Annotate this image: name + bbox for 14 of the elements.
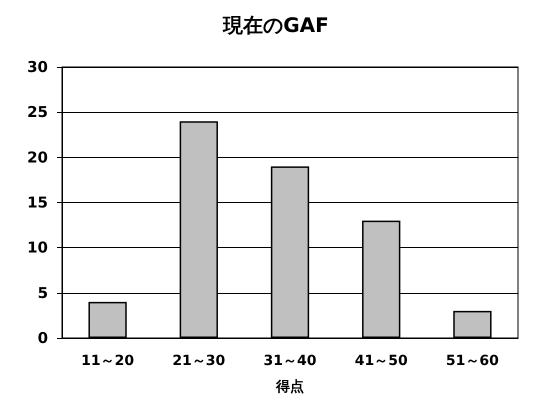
x-tick-label: 21～30 — [172, 353, 226, 369]
y-tick-label: 20 — [27, 148, 48, 166]
x-axis-title: 得点 — [275, 379, 304, 395]
y-tick-label: 10 — [27, 238, 48, 257]
y-tick-label: 5 — [38, 284, 48, 302]
x-tick-label: 31～40 — [264, 353, 317, 369]
y-tick-label: 0 — [38, 329, 48, 347]
x-tick-label: 51～60 — [446, 353, 500, 369]
x-tick-label: 11～20 — [81, 353, 134, 369]
y-tick-label: 30 — [27, 58, 48, 76]
x-tick-label: 41～50 — [354, 353, 408, 369]
y-tick-label: 15 — [27, 194, 48, 212]
y-tick-label: 25 — [27, 103, 48, 122]
chart-title: 現在のGAF — [222, 13, 329, 37]
